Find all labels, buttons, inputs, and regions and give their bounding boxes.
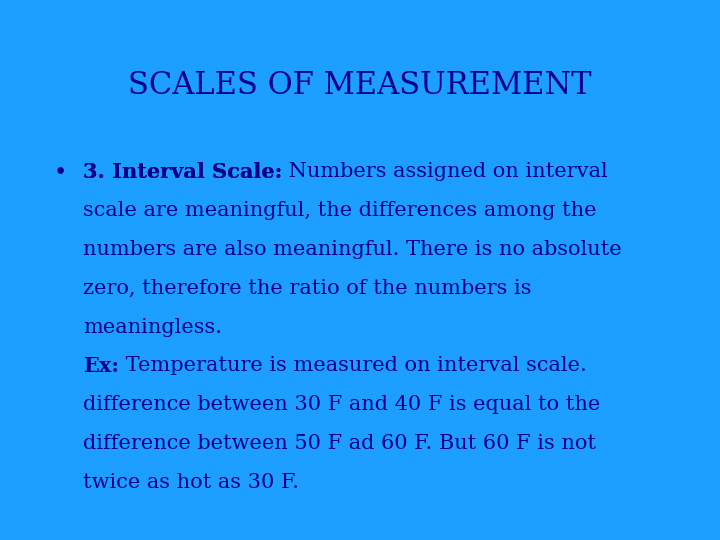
Text: Ex:: Ex: — [83, 356, 119, 376]
Text: meaningless.: meaningless. — [83, 318, 222, 336]
Text: 3. Interval Scale:: 3. Interval Scale: — [83, 162, 282, 182]
Text: Numbers assigned on interval: Numbers assigned on interval — [282, 162, 608, 181]
Text: 3. Interval Scale:: 3. Interval Scale: — [83, 162, 282, 182]
Text: •: • — [54, 162, 67, 184]
Text: numbers are also meaningful. There is no absolute: numbers are also meaningful. There is no… — [83, 240, 621, 259]
Text: zero, therefore the ratio of the numbers is: zero, therefore the ratio of the numbers… — [83, 279, 531, 298]
Text: twice as hot as 30 F.: twice as hot as 30 F. — [83, 473, 299, 492]
Text: difference between 30 F and 40 F is equal to the: difference between 30 F and 40 F is equa… — [83, 395, 600, 414]
Text: scale are meaningful, the differences among the: scale are meaningful, the differences am… — [83, 201, 596, 220]
Text: difference between 50 F ad 60 F. But 60 F is not: difference between 50 F ad 60 F. But 60 … — [83, 434, 596, 453]
Text: SCALES OF MEASUREMENT: SCALES OF MEASUREMENT — [128, 70, 592, 101]
Text: Temperature is measured on interval scale.: Temperature is measured on interval scal… — [119, 356, 587, 375]
